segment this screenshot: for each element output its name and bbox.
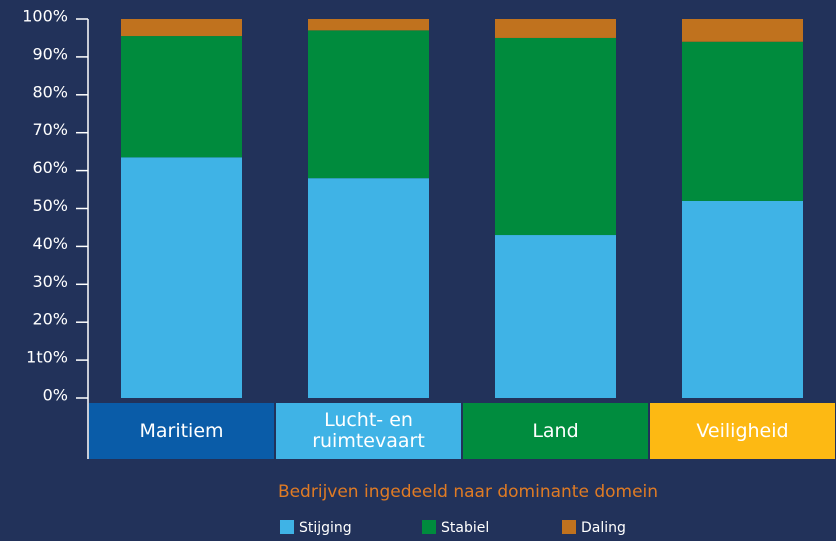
y-tick-label: 100% [22, 7, 68, 26]
bar-segment [121, 36, 242, 158]
bar-segment [308, 178, 429, 398]
y-tick-label: 50% [32, 196, 68, 215]
legend-swatch [280, 520, 294, 534]
category-label: Veiligheid [650, 403, 835, 459]
bar-segment [682, 19, 803, 42]
bar-segment [495, 235, 616, 398]
category-label: Land [463, 403, 648, 459]
x-axis-label: Bedrijven ingedeeld naar dominante domei… [278, 482, 658, 502]
legend-label: Stijging [299, 520, 352, 536]
y-tick-label: 30% [32, 272, 68, 291]
category-label: Maritiem [89, 403, 274, 459]
legend-label: Stabiel [441, 520, 489, 536]
bar-segment [682, 200, 803, 398]
y-tick-label: 70% [32, 120, 68, 139]
legend-swatch [562, 520, 576, 534]
y-tick-label: 40% [32, 234, 68, 253]
y-tick-label: 80% [32, 82, 68, 101]
bar-segment [495, 19, 616, 38]
bar-segment [495, 37, 616, 236]
bar-segment [308, 30, 429, 179]
category-label: Lucht- en ruimtevaart [276, 403, 461, 459]
y-tick-label: 20% [32, 310, 68, 329]
y-tick-label: 90% [32, 44, 68, 63]
bar-segment [121, 19, 242, 37]
y-tick-label: 60% [32, 158, 68, 177]
legend-swatch [422, 520, 436, 534]
y-tick-label: 1t0% [26, 348, 68, 367]
bar-segment [121, 157, 242, 398]
legend-label: Daling [581, 520, 626, 536]
bar-segment [308, 19, 429, 31]
bar-segment [682, 41, 803, 201]
y-tick-label: 0% [43, 386, 68, 405]
